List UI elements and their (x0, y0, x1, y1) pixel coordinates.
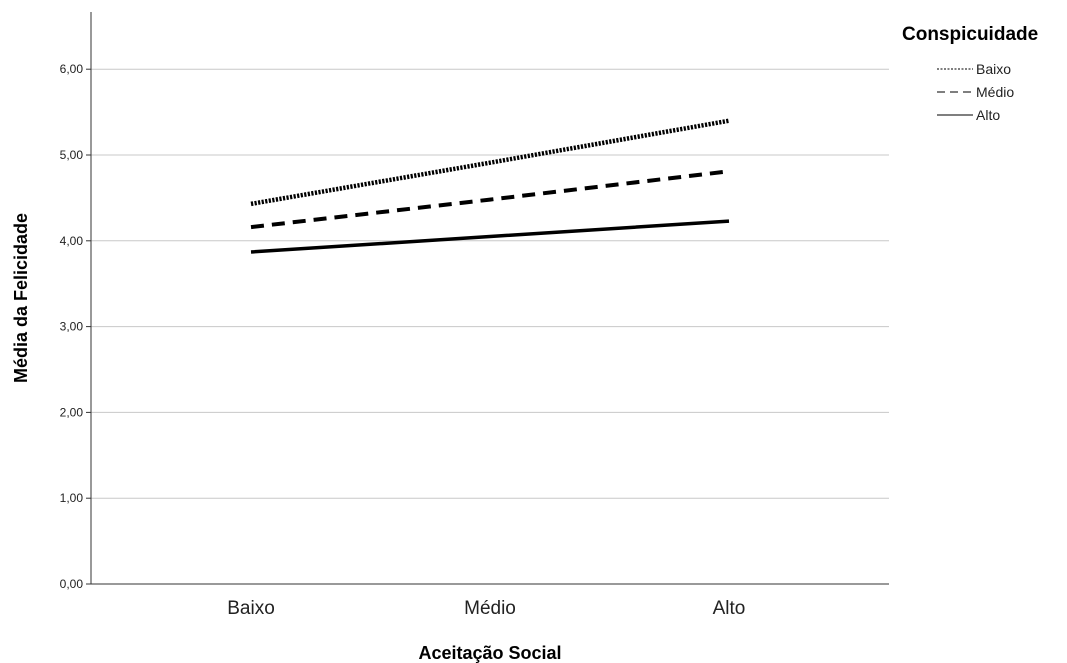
legend-label: Médio (976, 84, 1014, 100)
y-axis-title: Média da Felicidade (11, 213, 31, 383)
legend: Conspicuidade Baixo Médio Alto (902, 24, 1038, 123)
y-tick-labels: 0,00 1,00 2,00 3,00 4,00 5,00 6,00 (60, 62, 91, 591)
y-tick-label: 2,00 (60, 405, 84, 419)
legend-title: Conspicuidade (902, 24, 1038, 45)
y-tick-label: 0,00 (60, 577, 84, 591)
y-tick-label: 6,00 (60, 62, 84, 76)
y-tick-label: 5,00 (60, 148, 84, 162)
x-category-label: Alto (713, 598, 746, 619)
series-line-alto (250, 219, 730, 254)
x-category-label: Médio (464, 598, 516, 619)
y-tick-label: 4,00 (60, 234, 84, 248)
x-category-label: Baixo (227, 598, 275, 619)
axes (90, 12, 889, 585)
series-lines (250, 118, 730, 254)
y-tick-label: 3,00 (60, 320, 84, 334)
gridlines (91, 68, 889, 499)
legend-label: Baixo (976, 61, 1011, 77)
y-tick-label: 1,00 (60, 491, 84, 505)
series-line-mdio (250, 169, 730, 230)
x-axis-title: Aceitação Social (418, 643, 561, 663)
x-tick-labels: Baixo Médio Alto (227, 598, 745, 619)
series-line-baixo (250, 118, 730, 207)
legend-label: Alto (976, 107, 1000, 123)
legend-items: Baixo Médio Alto (937, 61, 1014, 123)
